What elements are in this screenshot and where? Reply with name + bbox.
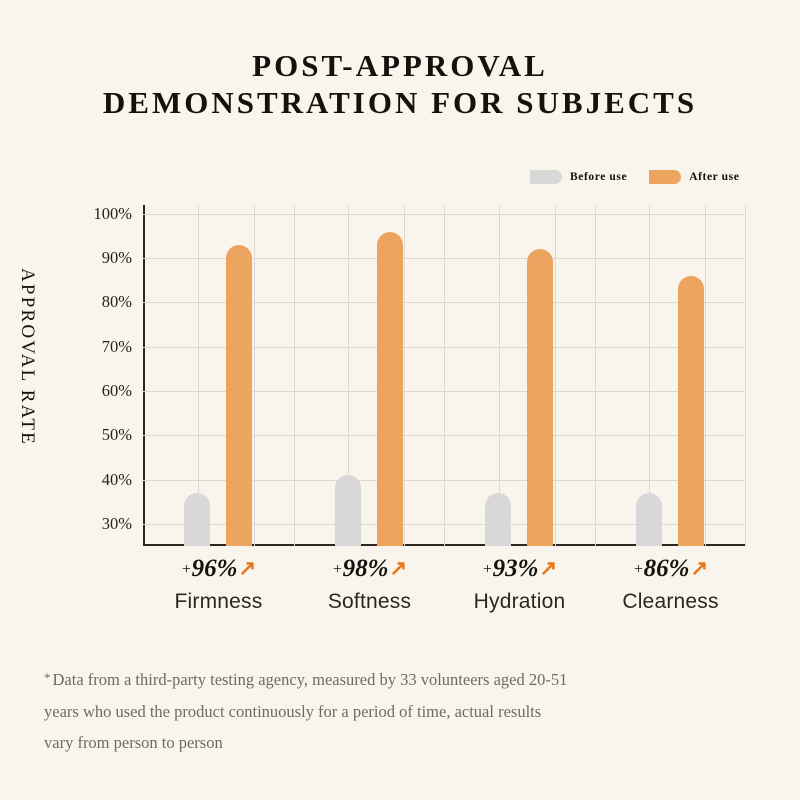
chart-legend: Before use After use [530, 170, 739, 184]
category-delta-softness: +98%↗ [294, 556, 445, 581]
gridline-horizontal [143, 524, 744, 525]
y-axis-tick-label: 30% [101, 514, 132, 533]
category-labels: +96%↗ Firmness +98%↗ Softness +93%↗ Hydration… [143, 556, 745, 636]
category-name-firmness: Firmness [174, 590, 263, 613]
legend-swatch-before-use [530, 170, 562, 184]
category-block-softness: +98%↗ Softness [294, 556, 445, 614]
category-block-firmness: +96%↗ Firmness [143, 556, 294, 614]
bar-softness-after[interactable] [377, 232, 403, 546]
gridline-vertical [294, 205, 295, 546]
delta-value: 86% [643, 555, 690, 582]
legend-item-before-use[interactable]: Before use [530, 170, 627, 184]
legend-label-before-use: Before use [570, 171, 628, 183]
delta-value: 96% [191, 555, 238, 582]
title-line-2: DEMONSTRATION FOR SUBJECTS [102, 84, 698, 120]
legend-label-after-use: After use [689, 171, 740, 183]
bar-firmness-before[interactable] [184, 493, 210, 546]
y-axis-tick-labels: 30% 40% 50% 60% 70% 80% 90% 100% [0, 204, 143, 546]
page-title: POST-APPROVAL DEMONSTRATION FOR SUBJECTS [0, 48, 800, 121]
bar-hydration-after[interactable] [527, 249, 553, 546]
gridline-horizontal [143, 302, 744, 303]
bar-clearness-before[interactable] [636, 493, 662, 546]
gridline-vertical [595, 205, 596, 546]
category-delta-firmness: +96%↗ [143, 556, 294, 581]
bar-softness-before[interactable] [335, 475, 361, 546]
gridline-vertical [404, 205, 405, 546]
category-delta-hydration: +93%↗ [444, 556, 595, 581]
delta-plus-sign: + [180, 561, 192, 578]
y-axis-tick-label: 40% [101, 470, 132, 489]
footnote: * Data from a third-party testing agency,… [44, 664, 764, 759]
y-axis-tick-label: 60% [101, 381, 132, 400]
footnote-line-2: years who used the product continuously … [44, 701, 542, 721]
bar-clearness-after[interactable] [678, 276, 704, 546]
gridline-horizontal [143, 391, 744, 392]
gridline-vertical [705, 205, 706, 546]
legend-swatch-after-use [649, 170, 682, 184]
y-axis-tick-label: 50% [101, 425, 132, 444]
y-axis-tick-label: 100% [93, 204, 133, 223]
category-block-hydration: +93%↗ Hydration [444, 556, 595, 614]
delta-plus-sign: + [331, 561, 343, 578]
y-axis-tick-label: 90% [101, 248, 132, 267]
bar-hydration-before[interactable] [485, 493, 511, 546]
footnote-line-3: vary from person to person [44, 733, 223, 753]
gridline-horizontal [143, 258, 744, 259]
gridline-horizontal [143, 480, 744, 481]
category-name-clearness: Clearness [622, 590, 719, 613]
gridline-vertical [745, 205, 746, 546]
gridline-vertical [555, 205, 556, 546]
plot-area [143, 205, 746, 546]
category-delta-clearness: +86%↗ [595, 556, 746, 581]
gridline-horizontal [143, 214, 744, 215]
footnote-marker: * [44, 670, 51, 685]
gridline-horizontal [143, 347, 744, 348]
y-axis-tick-label: 80% [101, 292, 132, 311]
category-name-hydration: Hydration [473, 590, 566, 613]
gridline-vertical [198, 205, 199, 546]
category-name-softness: Softness [327, 590, 412, 613]
delta-plus-sign: + [632, 561, 644, 578]
delta-value: 98% [342, 555, 389, 582]
gridline-horizontal [143, 435, 744, 436]
arrow-up-right-icon: ↗ [690, 556, 709, 580]
legend-item-after-use[interactable]: After use [649, 170, 739, 184]
y-axis-line [143, 205, 145, 546]
gridline-vertical [348, 205, 349, 546]
gridline-vertical [444, 205, 445, 546]
footnote-line-1: Data from a third-party testing agency, … [52, 670, 568, 689]
y-axis-tick-label: 70% [101, 337, 132, 356]
arrow-up-right-icon: ↗ [539, 556, 558, 580]
delta-value: 93% [492, 555, 539, 582]
arrow-up-right-icon: ↗ [389, 556, 408, 580]
arrow-up-right-icon: ↗ [238, 556, 257, 580]
bar-firmness-after[interactable] [226, 245, 252, 546]
category-block-clearness: +86%↗ Clearness [595, 556, 746, 614]
gridline-vertical [499, 205, 500, 546]
gridline-vertical [649, 205, 650, 546]
gridline-vertical [254, 205, 255, 546]
title-line-1: POST-APPROVAL [252, 48, 548, 83]
delta-plus-sign: + [481, 561, 493, 578]
